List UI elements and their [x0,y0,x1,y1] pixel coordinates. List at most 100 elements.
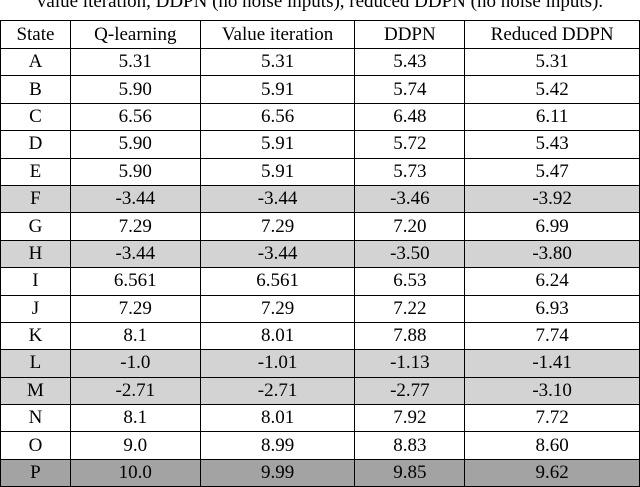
state-cell: B [0,75,71,104]
value-cell: -3.50 [354,239,466,269]
value-cell: 8.60 [464,431,640,460]
value-cell: 8.1 [69,321,201,351]
table-row: L -1.0 -1.01 -1.13 -1.41 [0,349,640,378]
value-cell: 5.31 [69,47,201,77]
value-cell: 9.85 [354,458,466,487]
state-cell: J [0,294,71,323]
table-row: E 5.90 5.91 5.73 5.47 [0,157,640,186]
value-cell: 6.56 [199,102,356,132]
state-cell: O [0,431,71,460]
value-cell: 7.22 [354,294,466,323]
value-cell: -3.44 [69,239,201,269]
value-cell: 6.561 [69,267,201,296]
value-cell: 7.92 [354,404,466,433]
value-cell: 7.29 [199,294,356,323]
value-cell: -3.44 [69,184,201,214]
value-cell: -2.77 [354,376,466,406]
table-row: K 8.1 8.01 7.88 7.74 [0,321,640,351]
value-cell: 10.0 [69,458,201,487]
value-cell: 8.01 [199,404,356,433]
value-cell: -1.41 [464,349,640,378]
value-cell: 9.62 [464,458,640,487]
table-row: O 9.0 8.99 8.83 8.60 [0,431,640,460]
state-cell: I [0,267,71,296]
value-cell: 5.43 [464,130,640,159]
table-row: N 8.1 8.01 7.92 7.72 [0,404,640,433]
state-cell: L [0,349,71,378]
value-cell: 5.90 [69,157,201,186]
value-cell: 9.99 [199,458,356,487]
value-cell: 5.43 [354,47,466,77]
value-cell: -1.13 [354,349,466,378]
value-cell: 5.73 [354,157,466,186]
value-cell: 7.88 [354,321,466,351]
value-cell: 7.72 [464,404,640,433]
value-cell: 7.29 [69,212,201,241]
table-row: A 5.31 5.31 5.43 5.31 [0,47,640,77]
state-cell: C [0,102,71,132]
value-cell: 8.01 [199,321,356,351]
value-cell: 5.31 [464,47,640,77]
value-cell: 8.83 [354,431,466,460]
column-header: State [0,20,71,49]
value-cell: -3.46 [354,184,466,214]
value-cell: 7.29 [199,212,356,241]
value-cell: 5.91 [199,75,356,104]
value-cell: -1.0 [69,349,201,378]
value-cell: 5.90 [69,130,201,159]
value-cell: 6.53 [354,267,466,296]
value-cell: 5.72 [354,130,466,159]
table-row: F -3.44 -3.44 -3.46 -3.92 [0,184,640,214]
value-cell: 7.74 [464,321,640,351]
table-row: M -2.71 -2.71 -2.77 -3.10 [0,376,640,406]
table-row: H -3.44 -3.44 -3.50 -3.80 [0,239,640,269]
value-cell: -3.44 [199,239,356,269]
table-row: C 6.56 6.56 6.48 6.11 [0,102,640,132]
caption: value iteration, DDPN (no noise inputs),… [36,0,604,12]
table-row: B 5.90 5.91 5.74 5.42 [0,75,640,104]
state-cell: H [0,239,71,269]
state-cell: P [0,458,71,487]
value-cell: 6.11 [464,102,640,132]
value-cell: -2.71 [69,376,201,406]
value-cell: 7.29 [69,294,201,323]
value-cell: 6.24 [464,267,640,296]
state-cell: F [0,184,71,214]
column-header: Value iteration [199,20,356,49]
state-cell: N [0,404,71,433]
value-cell: -3.44 [199,184,356,214]
header-row: State Q-learning Value iteration DDPN Reduce… [0,20,640,49]
value-cell: 5.91 [199,157,356,186]
value-cell: 5.42 [464,75,640,104]
value-cell: 5.31 [199,47,356,77]
state-cell: G [0,212,71,241]
table-row: G 7.29 7.29 7.20 6.99 [0,212,640,241]
table-row: J 7.29 7.29 7.22 6.93 [0,294,640,323]
value-cell: 6.93 [464,294,640,323]
value-cell: 5.90 [69,75,201,104]
value-cell: -3.92 [464,184,640,214]
table-row: I 6.561 6.561 6.53 6.24 [0,267,640,296]
column-header: Q-learning [69,20,201,49]
value-cell: 6.56 [69,102,201,132]
results-table: State Q-learning Value iteration DDPN Reduce… [0,20,640,487]
state-cell: D [0,130,71,159]
table-row: D 5.90 5.91 5.72 5.43 [0,130,640,159]
column-header: Reduced DDPN [464,20,640,49]
value-cell: -3.10 [464,376,640,406]
value-cell: 8.99 [199,431,356,460]
value-cell: 5.91 [199,130,356,159]
value-cell: 8.1 [69,404,201,433]
value-cell: 7.20 [354,212,466,241]
table-row: P 10.0 9.99 9.85 9.62 [0,458,640,487]
column-header: DDPN [354,20,466,49]
value-cell: 5.47 [464,157,640,186]
state-cell: A [0,47,71,77]
state-cell: E [0,157,71,186]
value-cell: -2.71 [199,376,356,406]
value-cell: 9.0 [69,431,201,460]
value-cell: 6.99 [464,212,640,241]
state-cell: K [0,321,71,351]
value-cell: 6.48 [354,102,466,132]
